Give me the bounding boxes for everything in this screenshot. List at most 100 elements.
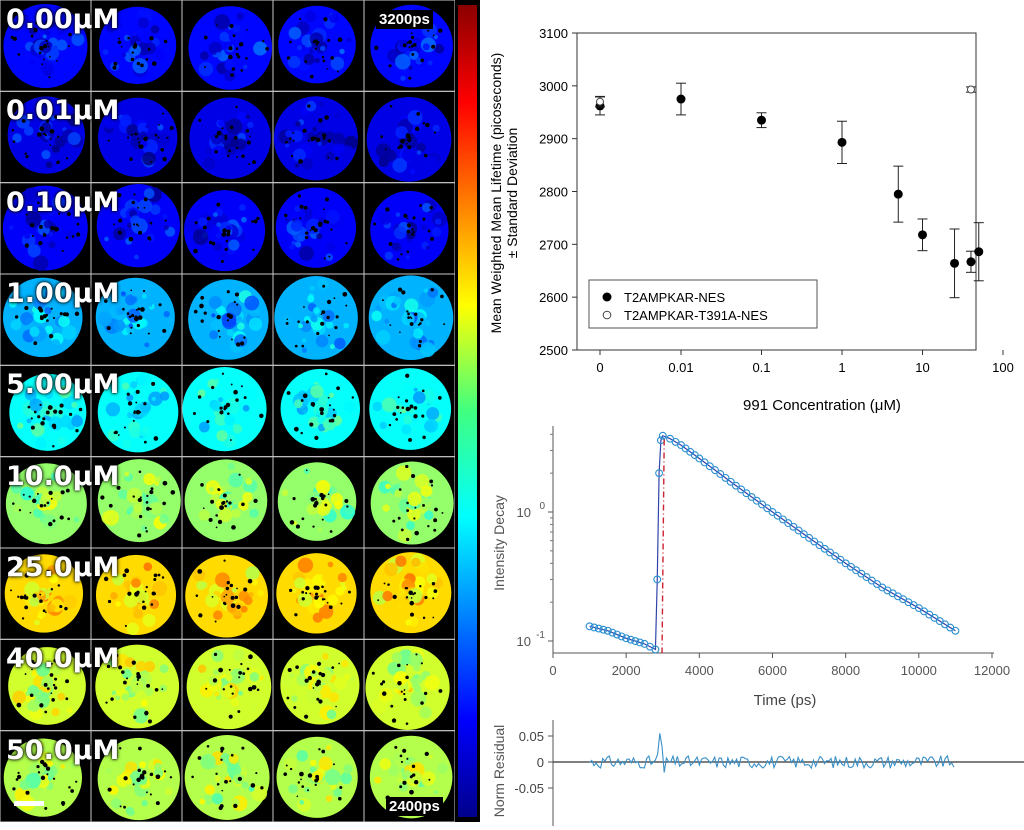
- lifetime-colorbar: [455, 0, 480, 822]
- decay-point: [651, 645, 660, 654]
- decay-point: [951, 626, 960, 635]
- decay-point: [700, 458, 709, 467]
- legend: T2AMPKAR-NES T2AMPKAR-T391A-NES: [588, 279, 818, 329]
- decay-point: [810, 537, 819, 546]
- decay-point: [631, 637, 640, 646]
- decay-point: [655, 469, 664, 478]
- decay-y-tick-label: 10: [517, 505, 531, 520]
- decay-point: [737, 485, 746, 494]
- decay-point: [731, 481, 740, 490]
- cell-tile: [90, 182, 183, 275]
- cell-tile: [0, 182, 92, 275]
- decay-point: [799, 530, 808, 539]
- decay-point: [836, 555, 845, 564]
- cell-tile: [272, 730, 365, 822]
- decay-point: [726, 477, 735, 486]
- concentration-label: 5.00μM: [6, 369, 120, 401]
- decay-point: [768, 508, 777, 516]
- data-point-filled: [965, 250, 976, 273]
- cell-tile: [363, 364, 455, 458]
- y-axis-label-sd: ± Standard Deviation: [504, 128, 520, 259]
- legend-entry-1: T2AMPKAR-NES: [624, 290, 725, 305]
- cell-tile: [181, 182, 274, 275]
- legend-marker-filled: [602, 292, 612, 302]
- cell-tile: [272, 638, 365, 732]
- decay-y-axis-label: Intensity Decay: [491, 495, 507, 591]
- cell-tile: [272, 0, 365, 92]
- decay-point: [779, 515, 787, 524]
- concentration-label: 25.0μM: [6, 552, 120, 583]
- x-tick-label: 0: [596, 360, 603, 375]
- lifetime-vs-concentration-chart: 0 0.01 0.1 1 10 100 2500 2600 2700 2800 2900 3000 31…: [490, 26, 1014, 414]
- concentration-label: 10.0μM: [6, 460, 120, 492]
- cell-tile: [0, 273, 92, 366]
- decay-x-axis-label: Time (ps): [754, 692, 817, 709]
- cell-tile: [363, 90, 455, 184]
- decay-point: [653, 575, 662, 584]
- cell-tile: [181, 90, 274, 184]
- cell-tile: [272, 364, 365, 458]
- x-tick-label: 10: [915, 360, 929, 375]
- cell-tile: [272, 547, 365, 640]
- y-tick-label: 3100: [539, 26, 568, 41]
- cell-tile: [181, 364, 274, 458]
- decay-point: [805, 533, 814, 542]
- cell-tile: [363, 273, 455, 366]
- decay-point: [747, 493, 756, 501]
- cell-tile: [90, 730, 183, 822]
- cell-tile: [272, 273, 365, 366]
- cell-tile: [363, 456, 455, 549]
- legend-entry-2: T2AMPKAR-T391A-NES: [624, 308, 768, 323]
- decay-point: [622, 634, 631, 643]
- y-tick-label: 2700: [539, 237, 568, 252]
- concentration-label: 0.01μM: [6, 95, 120, 127]
- decay-point: [585, 622, 594, 631]
- decay-point: [594, 624, 603, 633]
- cell-tile: [0, 730, 92, 822]
- cell-tile: [181, 638, 274, 732]
- concentration-label: 0.00μM: [6, 4, 120, 35]
- concentration-label: 40.0μM: [6, 643, 120, 675]
- decay-x-tick-label: 12000: [974, 663, 1010, 678]
- cell-tile: [0, 0, 92, 92]
- data-point-filled: [917, 218, 928, 252]
- decay-point: [599, 625, 608, 634]
- decay-point: [635, 638, 644, 647]
- cell-tile: [90, 90, 183, 184]
- decay-point: [695, 454, 704, 463]
- cell-tile: [90, 638, 183, 732]
- y-tick-label: 2800: [539, 185, 568, 200]
- decay-point: [815, 541, 824, 550]
- residual-chart: 0.05 0 -0.05 Norm Residual: [491, 720, 1024, 826]
- decay-point: [758, 500, 766, 509]
- cell-tile: [90, 364, 183, 458]
- data-point-filled: [973, 222, 984, 282]
- decay-point: [794, 526, 803, 535]
- cell-tile: [181, 456, 274, 549]
- data-point-filled: [893, 165, 904, 223]
- decay-x-tick-label: 6000: [758, 663, 787, 678]
- x-tick-label: 1: [838, 360, 845, 375]
- data-point-filled: [756, 112, 767, 129]
- decay-fit-line: [589, 434, 956, 651]
- decay-x-tick-label: 4000: [685, 663, 714, 678]
- cell-tile: [0, 364, 92, 458]
- decay-point: [721, 473, 730, 482]
- legend-marker-open: [602, 310, 612, 320]
- cell-tile: [181, 0, 274, 92]
- decay-point: [831, 552, 840, 561]
- decay-point: [789, 522, 798, 531]
- decay-point: [603, 626, 612, 635]
- concentration-label: 0.10μM: [6, 186, 120, 218]
- decay-point: [613, 630, 621, 639]
- y-axis-label: Mean Weighted Mean Lifetime (picoseconds…: [490, 53, 504, 334]
- data-point-filled: [837, 120, 847, 164]
- cell-tile: [272, 90, 365, 184]
- cell-tile: [0, 547, 92, 640]
- decay-point: [820, 544, 829, 553]
- cell-tile: [363, 638, 455, 732]
- decay-point: [763, 504, 772, 513]
- y-tick-label: 2600: [539, 290, 568, 305]
- data-point-open: [965, 85, 976, 94]
- colorbar-min-label: 2400ps: [386, 797, 443, 816]
